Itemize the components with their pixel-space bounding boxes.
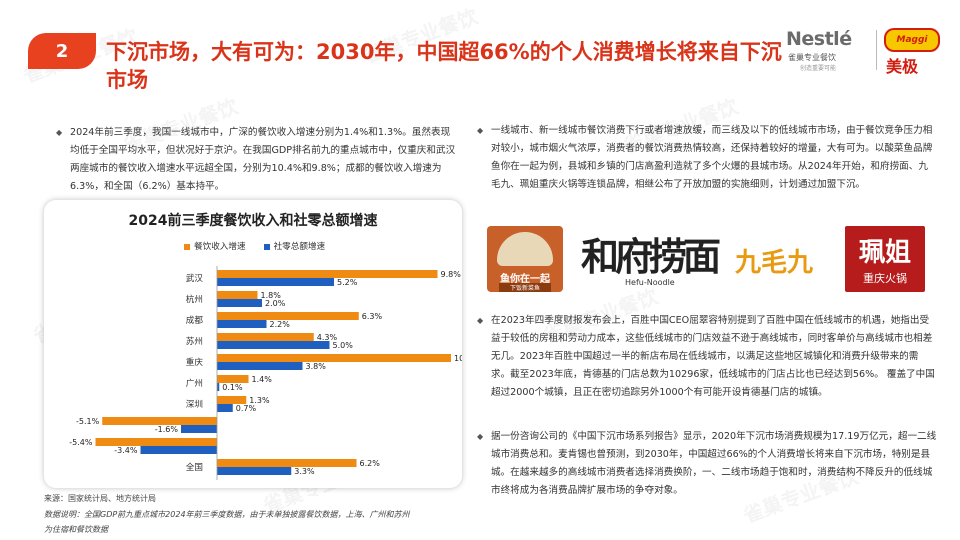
data-label: 2.0% bbox=[265, 299, 286, 308]
peijie-sub: 重庆火锅 bbox=[863, 272, 907, 285]
nestle-subtitle: 雀巢专业餐饮 bbox=[788, 53, 836, 62]
bar-retail bbox=[181, 425, 217, 433]
category-label: 成都 bbox=[186, 314, 204, 326]
chart-card: 2024前三季度餐饮收入和社零总额增速 餐饮收入增速 社零总额增速 武汉 9.8%… bbox=[44, 200, 462, 488]
yunizaiyiqi-logo: 鱼你在一起 下饭新菜鱼 bbox=[487, 226, 563, 292]
legend-label-retail: 社零总额增速 bbox=[273, 242, 326, 252]
data-label: 2.2% bbox=[270, 320, 291, 329]
data-label: 10.4% bbox=[454, 354, 462, 363]
chart-title: 2024前三季度餐饮收入和社零总额增速 bbox=[128, 213, 378, 229]
data-note: 数据说明：全国GDP前九重点城市2024年前三季度数据，由于未单独披露餐饮数据，… bbox=[44, 510, 410, 519]
data-label: 3.8% bbox=[306, 362, 327, 371]
data-label: 1.3% bbox=[249, 396, 270, 405]
category-label: 苏州 bbox=[186, 335, 203, 347]
source-note: 来源：国家统计局、地方统计局 bbox=[44, 494, 156, 503]
right-paragraph-1: ◆ 一线城市、新一线城市餐饮消费下行或者增速放缓，而三线及以下的低线城市市场，由… bbox=[477, 122, 937, 194]
right-paragraph-3-text: 据一份咨询公司的《中国下沉市场系列报告》显示，2020年下沉市场消费规模为17.… bbox=[491, 431, 937, 496]
peijie-logo: 珮姐 重庆火锅 bbox=[845, 226, 925, 292]
fish-face-icon bbox=[497, 232, 553, 266]
peijie-name: 珮姐 bbox=[858, 238, 911, 268]
bullet-icon: ◆ bbox=[477, 126, 484, 135]
left-paragraph: ◆ 2024年前三季度，我国一线城市中，广深的餐饮收入增速分别为1.4%和1.3… bbox=[56, 124, 456, 196]
data-label: 0.1% bbox=[222, 383, 243, 392]
legend-item-retail: 社零总额增速 bbox=[263, 240, 326, 252]
bar-retail bbox=[217, 278, 334, 286]
data-label: 6.2% bbox=[360, 459, 381, 468]
nestle-tagline: 创造重要可能 bbox=[800, 65, 837, 72]
right-paragraph-1-text: 一线城市、新一线城市餐饮消费下行或者增速放缓，而三线及以下的低线城市市场，由于餐… bbox=[491, 125, 933, 190]
chart-legend: 餐饮收入增速 社零总额增速 bbox=[184, 240, 325, 252]
bullet-icon: ◆ bbox=[477, 432, 484, 441]
bar-retail bbox=[217, 341, 330, 349]
bar-catering bbox=[217, 291, 258, 299]
data-label: -3.4% bbox=[114, 446, 138, 455]
category-label: 武汉 bbox=[186, 272, 204, 284]
bar-catering bbox=[95, 438, 217, 446]
hefu-noodle-en: Hefu-Noodle bbox=[625, 278, 675, 287]
bar-retail bbox=[217, 383, 220, 391]
jiumaojiu-logo: 九毛九 bbox=[735, 248, 814, 278]
category-label: 杭州 bbox=[186, 293, 203, 305]
yunizaiyiqi-name: 鱼你在一起 bbox=[500, 274, 550, 285]
legend-item-catering: 餐饮收入增速 bbox=[184, 240, 246, 252]
bar-retail bbox=[140, 446, 217, 454]
meiji-logo-text: 美极 bbox=[886, 57, 919, 76]
data-label: 5.2% bbox=[337, 278, 358, 287]
left-paragraph-text: 2024年前三季度，我国一线城市中，广深的餐饮收入增速分别为1.4%和1.3%。… bbox=[70, 127, 456, 192]
right-paragraph-3: ◆ 据一份咨询公司的《中国下沉市场系列报告》显示，2020年下沉市场消费规模为1… bbox=[477, 428, 937, 500]
nestle-logo: Nestlé bbox=[786, 28, 852, 50]
data-label: 1.4% bbox=[252, 375, 273, 384]
bar-catering bbox=[217, 396, 247, 404]
bar-retail bbox=[217, 299, 262, 307]
bar-catering bbox=[102, 417, 217, 425]
bar-catering bbox=[217, 375, 249, 383]
bar-catering bbox=[217, 459, 357, 467]
bar-catering bbox=[217, 312, 359, 320]
bar-catering bbox=[217, 333, 314, 341]
right-paragraph-2: ◆ 在2023年四季度财报发布会上，百胜中国CEO屈翠容特别提到了百胜中国在低线… bbox=[477, 312, 937, 402]
data-label: 1.8% bbox=[261, 291, 282, 300]
data-label: 0.7% bbox=[236, 404, 257, 413]
bar-retail bbox=[217, 362, 303, 370]
data-label: 4.3% bbox=[317, 333, 338, 342]
hefu-noodle-name: 和府捞面 bbox=[581, 234, 721, 279]
category-label: 广州 bbox=[186, 377, 203, 389]
legend-label-catering: 餐饮收入增速 bbox=[194, 242, 246, 252]
bar-retail bbox=[217, 467, 292, 475]
yunizaiyiqi-tagline: 下饭新菜鱼 bbox=[499, 283, 551, 292]
bar-retail bbox=[217, 320, 267, 328]
bullet-icon: ◆ bbox=[56, 128, 63, 137]
data-label: 6.3% bbox=[362, 312, 383, 321]
data-note-cont: 为住宿和餐饮数据 bbox=[44, 525, 108, 534]
bar-catering bbox=[217, 354, 451, 362]
data-label: -1.6% bbox=[155, 425, 179, 434]
right-paragraph-2-text: 在2023年四季度财报发布会上，百胜中国CEO屈翠容特别提到了百胜中国在低线城市… bbox=[491, 315, 935, 398]
bar-retail bbox=[217, 404, 233, 412]
category-label: 重庆 bbox=[186, 356, 204, 368]
logo-divider bbox=[876, 30, 877, 70]
brand-logo-row: 鱼你在一起 下饭新菜鱼 和府捞面 Hefu-Noodle 九毛九 珮姐 重庆火锅 bbox=[487, 224, 937, 296]
data-label: -5.4% bbox=[69, 438, 93, 447]
data-label: 5.0% bbox=[333, 341, 354, 350]
brand-logos: Nestlé 雀巢专业餐饮 创造重要可能 Maggi 美极 bbox=[786, 26, 946, 76]
bar-chart: 武汉 9.8% 5.2% 杭州 1.8%2.0% 成都 6.3% 2.2% 苏州 4.3%5.0%… bbox=[69, 266, 462, 480]
category-label: 深圳 bbox=[186, 399, 203, 410]
page-title: 下沉市场，大有可为：2030年，中国超66%的个人消费增长将来自下沉市场 bbox=[106, 40, 782, 92]
hefu-noodle-logo: 和府捞面 Hefu-Noodle bbox=[581, 226, 731, 292]
bullet-icon: ◆ bbox=[477, 316, 484, 325]
data-label: 3.3% bbox=[294, 467, 315, 476]
category-label: 全国 bbox=[186, 461, 203, 473]
data-label: -5.1% bbox=[76, 417, 100, 426]
data-label: 9.8% bbox=[441, 270, 462, 279]
bar-catering bbox=[217, 270, 438, 278]
maggi-logo: Maggi bbox=[884, 28, 940, 52]
section-number-badge: 2 bbox=[28, 33, 96, 69]
